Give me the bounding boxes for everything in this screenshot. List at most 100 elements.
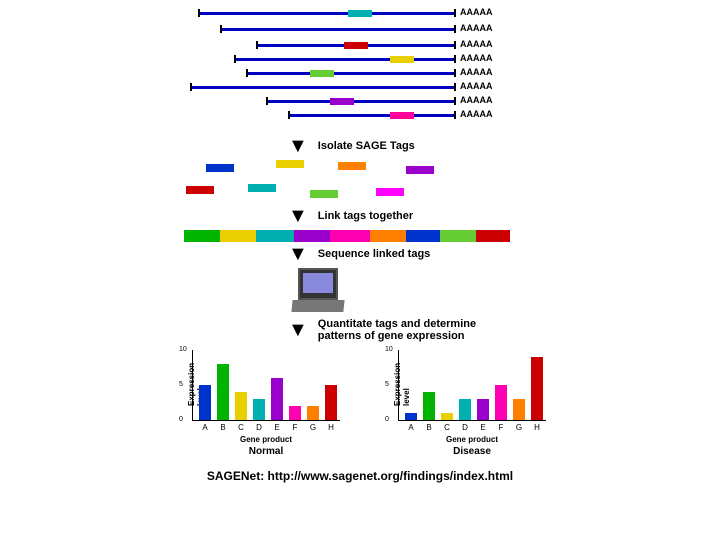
chart-normal-title: Normal bbox=[192, 446, 340, 457]
arrow-link: ▼ Link tags together bbox=[288, 208, 580, 224]
xtick: D bbox=[253, 423, 265, 432]
chart-disease-title: Disease bbox=[398, 446, 546, 457]
polya-label: AAAAA bbox=[460, 53, 493, 63]
linked-tags-bar bbox=[184, 230, 510, 242]
isolated-tag bbox=[276, 160, 304, 168]
arrow-quantitate: ▼ Quantitate tags and determine patterns… bbox=[288, 318, 580, 342]
ytick: 0 bbox=[385, 416, 389, 423]
tag-segment bbox=[330, 98, 354, 105]
xtick: G bbox=[307, 423, 319, 432]
bar bbox=[199, 385, 211, 420]
bar bbox=[441, 413, 453, 420]
isolated-tag bbox=[310, 190, 338, 198]
arrow-isolate: ▼ Isolate SAGE Tags bbox=[288, 138, 580, 154]
xtick: H bbox=[531, 423, 543, 432]
isolated-tags bbox=[180, 160, 580, 204]
bar bbox=[405, 413, 417, 420]
ylabel: Expression level bbox=[393, 363, 411, 406]
arrow-down-icon: ▼ bbox=[288, 208, 308, 224]
chart-normal: Expression level 0510ABCDEFGH Gene produ… bbox=[170, 350, 340, 457]
linked-segment bbox=[406, 230, 440, 242]
isolated-tag bbox=[186, 186, 214, 194]
isolated-tag bbox=[338, 162, 366, 170]
ytick: 5 bbox=[179, 381, 183, 388]
xtick: A bbox=[199, 423, 211, 432]
arrow-down-icon: ▼ bbox=[288, 322, 308, 338]
xtick: G bbox=[513, 423, 525, 432]
transcript-line bbox=[246, 72, 456, 75]
expression-charts: Expression level 0510ABCDEFGH Gene produ… bbox=[170, 350, 580, 457]
xtick: A bbox=[405, 423, 417, 432]
transcript-line bbox=[266, 100, 456, 103]
transcript-line bbox=[256, 44, 456, 47]
linked-segment bbox=[220, 230, 256, 242]
bar bbox=[513, 399, 525, 420]
xtick: C bbox=[441, 423, 453, 432]
mrna-transcripts: AAAAA AAAAA AAAAA AAAAA AAAAA AAAAA AAAAA AAAAA bbox=[180, 6, 580, 134]
xtick: H bbox=[325, 423, 337, 432]
label-sequence: Sequence linked tags bbox=[318, 248, 430, 260]
tag-segment bbox=[310, 70, 334, 77]
polya-label: AAAAA bbox=[460, 95, 493, 105]
isolated-tag bbox=[406, 166, 434, 174]
transcript-line bbox=[220, 28, 456, 31]
bar bbox=[325, 385, 337, 420]
linked-segment bbox=[370, 230, 406, 242]
tag-segment bbox=[344, 42, 368, 49]
bar bbox=[307, 406, 319, 420]
isolated-tag bbox=[206, 164, 234, 172]
linked-segment bbox=[330, 230, 370, 242]
polya-label: AAAAA bbox=[460, 39, 493, 49]
xtick: E bbox=[477, 423, 489, 432]
linked-segment bbox=[476, 230, 510, 242]
ytick: 0 bbox=[179, 416, 183, 423]
bar bbox=[495, 385, 507, 420]
polya-label: AAAAA bbox=[460, 23, 493, 33]
computer-icon bbox=[288, 268, 348, 314]
linked-segment bbox=[440, 230, 476, 242]
xlabel: Gene product bbox=[398, 435, 546, 444]
footer-citation: SAGENet: http://www.sagenet.org/findings… bbox=[0, 469, 720, 483]
isolated-tag bbox=[248, 184, 276, 192]
isolated-tag bbox=[376, 188, 404, 196]
label-link: Link tags together bbox=[318, 210, 413, 222]
bar bbox=[289, 406, 301, 420]
bar bbox=[235, 392, 247, 420]
polya-label: AAAAA bbox=[460, 109, 493, 119]
transcript-line bbox=[234, 58, 456, 61]
transcript-line bbox=[288, 114, 456, 117]
bar bbox=[477, 399, 489, 420]
polya-label: AAAAA bbox=[460, 67, 493, 77]
ytick: 5 bbox=[385, 381, 389, 388]
xtick: B bbox=[423, 423, 435, 432]
bar bbox=[271, 378, 283, 420]
arrow-down-icon: ▼ bbox=[288, 246, 308, 262]
bar bbox=[253, 399, 265, 420]
xtick: F bbox=[495, 423, 507, 432]
xtick: B bbox=[217, 423, 229, 432]
polya-label: AAAAA bbox=[460, 81, 493, 91]
label-isolate: Isolate SAGE Tags bbox=[318, 140, 415, 152]
polya-label: AAAAA bbox=[460, 7, 493, 17]
bar bbox=[459, 399, 471, 420]
tag-segment bbox=[348, 10, 372, 17]
transcript-line bbox=[190, 86, 456, 89]
xtick: F bbox=[289, 423, 301, 432]
bar bbox=[531, 357, 543, 420]
linked-segment bbox=[184, 230, 220, 242]
tag-segment bbox=[390, 56, 414, 63]
xlabel: Gene product bbox=[192, 435, 340, 444]
tag-segment bbox=[390, 112, 414, 119]
linked-segment bbox=[256, 230, 294, 242]
xtick: C bbox=[235, 423, 247, 432]
ytick: 10 bbox=[385, 346, 393, 353]
xtick: E bbox=[271, 423, 283, 432]
chart-disease: Expression level 0510ABCDEFGH Gene produ… bbox=[376, 350, 546, 457]
label-quantitate: Quantitate tags and determine patterns o… bbox=[318, 318, 476, 342]
linked-segment bbox=[294, 230, 330, 242]
xtick: D bbox=[459, 423, 471, 432]
ytick: 10 bbox=[179, 346, 187, 353]
transcript-line bbox=[198, 12, 456, 15]
arrow-down-icon: ▼ bbox=[288, 138, 308, 154]
bar bbox=[423, 392, 435, 420]
